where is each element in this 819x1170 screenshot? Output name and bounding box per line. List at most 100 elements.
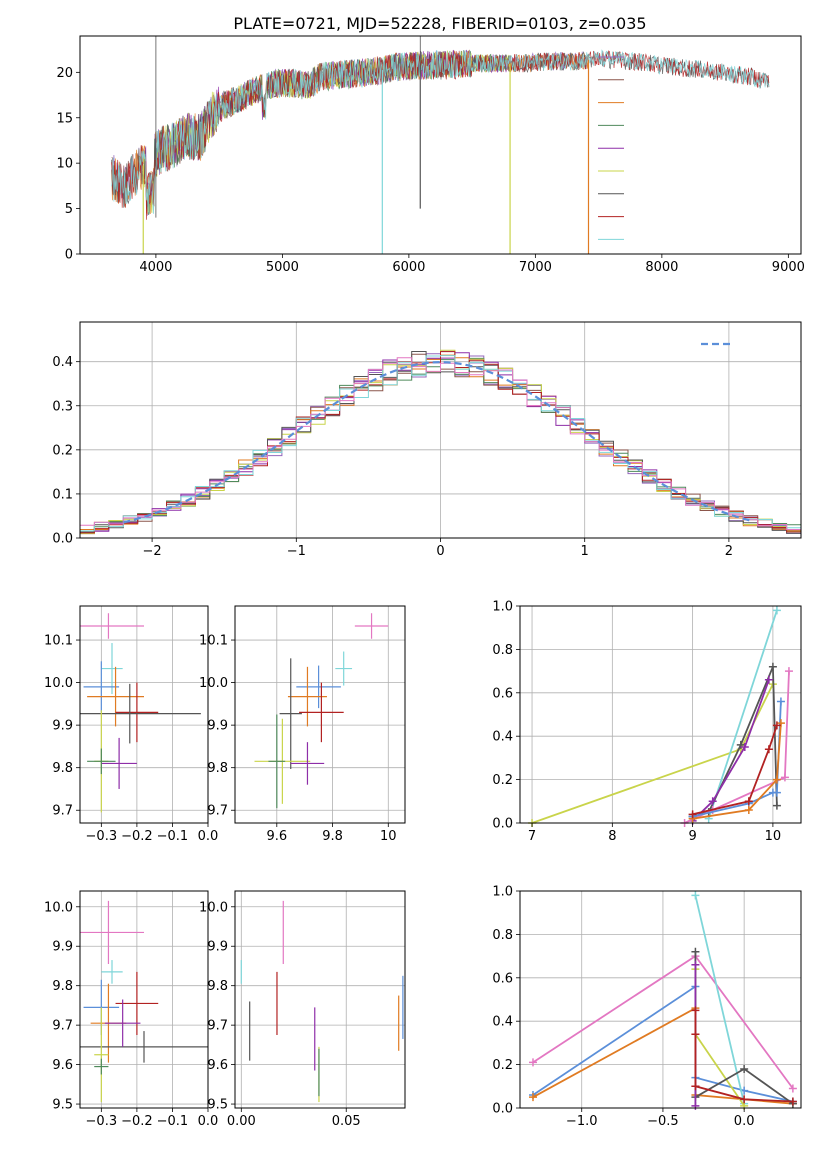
x-tick-label: −0.3 [86, 829, 118, 844]
x-tick-label: 10 [765, 829, 782, 844]
y-tick-label: 9.5 [52, 1098, 73, 1113]
y-tick-label: 0.0 [492, 1102, 513, 1117]
y-tick-label: 9.8 [207, 979, 228, 994]
x-tick-label: 8000 [645, 260, 678, 275]
spectrum-line [111, 49, 770, 220]
y-tick-label: 0.4 [492, 730, 513, 745]
y-tick-label: 10.0 [44, 900, 73, 915]
weight-marker [788, 1084, 797, 1093]
spectrum-line [111, 50, 770, 212]
weight-line [707, 610, 778, 819]
x-tick-label: 0 [436, 544, 444, 559]
weight-marker [788, 1097, 797, 1106]
y-tick-label: 9.9 [52, 719, 73, 734]
x-tick-label: 9000 [772, 260, 805, 275]
weight-line [692, 725, 778, 816]
weight-marker [691, 891, 700, 900]
y-tick-label: 9.8 [207, 761, 228, 776]
x-tick-label: −2 [143, 544, 162, 559]
x-tick-label: −0.2 [121, 1114, 153, 1129]
weight-marker [772, 606, 781, 615]
x-tick-label: 8 [608, 829, 616, 844]
weight-marker [784, 667, 793, 676]
weight-marker [772, 788, 781, 797]
y-tick-label: 15 [56, 111, 73, 126]
y-tick-label: 9.9 [207, 719, 228, 734]
y-tick-label: 0.2 [52, 443, 73, 458]
y-tick-label: 0.8 [492, 643, 513, 658]
y-tick-label: 0.0 [52, 532, 73, 547]
x-tick-label: 0.0 [734, 1114, 755, 1129]
weight-marker [528, 1058, 537, 1067]
y-tick-label: 9.8 [52, 761, 73, 776]
y-tick-label: 9.7 [207, 1019, 228, 1034]
y-tick-label: 10.0 [44, 676, 73, 691]
weight-marker [772, 775, 781, 784]
x-tick-label: 0.0 [198, 1114, 219, 1129]
spectrum-line [111, 49, 770, 214]
axes-frame [79, 605, 209, 824]
y-tick-label: 10.1 [199, 634, 228, 649]
weight-marker [691, 1006, 700, 1015]
y-tick-label: 10.0 [199, 676, 228, 691]
weight-marker [691, 960, 700, 969]
x-tick-label: 6000 [392, 260, 425, 275]
axes-layer: 4000 5000 6000 7000 8000 9000 0 5 10 15 20 −2 −1 0 1 2 0… [44, 35, 805, 1129]
y-tick-label: 10.0 [199, 900, 228, 915]
y-tick-label: 0.4 [492, 1015, 513, 1030]
x-tick-label: −0.2 [121, 829, 153, 844]
axes-frame [79, 890, 209, 1109]
y-tick-label: 10.1 [44, 634, 73, 649]
weight-marker [768, 662, 777, 671]
y-tick-label: 10 [56, 157, 73, 172]
y-tick-label: 0.6 [492, 686, 513, 701]
y-tick-label: 5 [65, 202, 73, 217]
x-tick-label: 0.0 [198, 829, 219, 844]
weight-line [684, 671, 790, 824]
x-tick-label: −0.1 [157, 1114, 189, 1129]
x-tick-label: 9 [688, 829, 696, 844]
x-tick-label: −0.1 [157, 829, 189, 844]
x-tick-label: 7000 [519, 260, 552, 275]
weight-marker [744, 805, 753, 814]
y-tick-label: 1.0 [492, 600, 513, 615]
x-tick-label: 9.6 [266, 829, 287, 844]
x-tick-label: −1.0 [566, 1114, 598, 1129]
weight-marker [764, 675, 773, 684]
axes-frame [79, 35, 802, 255]
grid-layer [80, 322, 801, 1109]
y-tick-label: 0.4 [52, 355, 73, 370]
data-layer [79, 36, 802, 1110]
y-tick-label: 0.6 [492, 971, 513, 986]
y-tick-label: 9.5 [207, 1098, 228, 1113]
y-tick-label: 0.3 [52, 399, 73, 414]
weight-marker [691, 947, 700, 956]
x-tick-label: −0.5 [647, 1114, 679, 1129]
x-tick-label: 10 [380, 829, 397, 844]
y-tick-label: 9.7 [52, 804, 73, 819]
weight-marker [736, 740, 745, 749]
weight-marker [776, 697, 785, 706]
y-tick-label: 0.0 [492, 817, 513, 832]
y-tick-label: 0 [65, 248, 73, 263]
y-tick-label: 9.7 [207, 804, 228, 819]
y-tick-label: 1.0 [492, 885, 513, 900]
y-tick-label: 9.6 [207, 1058, 228, 1073]
x-tick-label: 2 [725, 544, 733, 559]
y-tick-label: 9.6 [52, 1058, 73, 1073]
figure-title: PLATE=0721, MJD=52228, FIBERID=0103, z=0… [233, 14, 646, 33]
weight-line [694, 895, 746, 1104]
x-tick-label: 1 [581, 544, 589, 559]
y-tick-label: 0.8 [492, 928, 513, 943]
weight-marker [691, 1030, 700, 1039]
gaussian-curve [123, 360, 751, 524]
axes-frame [519, 890, 802, 1109]
histogram-step [79, 357, 802, 538]
weight-marker [764, 745, 773, 754]
weight-marker [740, 743, 749, 752]
x-tick-label: −1 [287, 544, 306, 559]
axes-frame [234, 890, 406, 1109]
y-tick-label: 9.9 [52, 940, 73, 955]
y-tick-label: 9.8 [52, 979, 73, 994]
